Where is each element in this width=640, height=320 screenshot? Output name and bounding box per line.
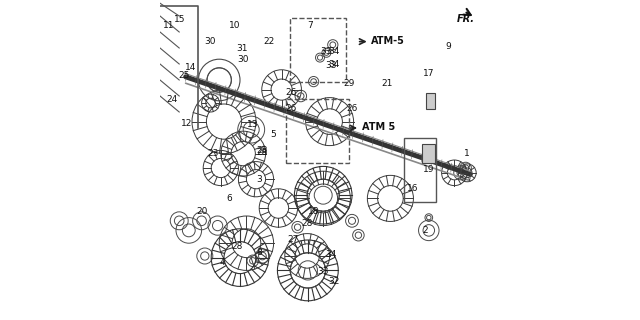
Text: 17: 17	[423, 69, 435, 78]
Bar	[404, 138, 436, 202]
Text: 27: 27	[287, 236, 298, 244]
Text: 26: 26	[285, 88, 297, 97]
Text: 32: 32	[329, 277, 340, 286]
Text: 28: 28	[257, 146, 268, 155]
Text: 34: 34	[329, 47, 340, 56]
Bar	[287, 99, 349, 163]
Text: FR.: FR.	[457, 14, 475, 24]
Text: 3: 3	[257, 175, 262, 184]
Text: 34: 34	[326, 250, 337, 259]
Text: ATM 5: ATM 5	[362, 122, 395, 132]
Text: 11: 11	[163, 21, 175, 30]
Text: 7: 7	[308, 21, 313, 30]
Text: 29: 29	[343, 79, 355, 88]
Text: 21: 21	[381, 79, 393, 88]
Text: 20: 20	[196, 207, 207, 216]
Text: 33: 33	[326, 61, 337, 70]
Text: 26: 26	[285, 104, 297, 113]
Text: 8: 8	[257, 248, 262, 257]
Bar	[426, 93, 435, 109]
Text: 6: 6	[226, 194, 232, 203]
Text: 22: 22	[263, 37, 275, 46]
Text: 18: 18	[308, 207, 319, 216]
Text: 10: 10	[230, 21, 241, 30]
Bar	[422, 144, 435, 163]
Text: 26: 26	[346, 104, 358, 113]
Text: 28: 28	[257, 148, 268, 156]
Text: 4: 4	[220, 258, 225, 267]
Text: 33: 33	[317, 268, 329, 276]
Bar	[290, 18, 346, 82]
Text: 30: 30	[237, 55, 249, 64]
Text: 23: 23	[207, 149, 218, 158]
Text: 31: 31	[236, 44, 247, 52]
Text: 28: 28	[231, 242, 243, 251]
Text: 14: 14	[185, 63, 196, 72]
Text: 13: 13	[247, 120, 259, 129]
Text: 2: 2	[423, 226, 428, 235]
Text: 1: 1	[465, 149, 470, 158]
Text: ATM-5: ATM-5	[371, 36, 405, 46]
Text: 9: 9	[445, 42, 451, 51]
Text: 34: 34	[329, 60, 340, 68]
Text: 33: 33	[321, 47, 332, 56]
Text: 15: 15	[174, 15, 186, 24]
Text: 28: 28	[301, 220, 313, 228]
Text: 30: 30	[204, 37, 215, 46]
Text: 16: 16	[407, 184, 419, 193]
Text: 24: 24	[166, 95, 178, 104]
Text: 25: 25	[179, 71, 189, 80]
Text: 5: 5	[271, 130, 276, 139]
Text: 19: 19	[423, 165, 435, 174]
Text: 12: 12	[181, 119, 192, 128]
